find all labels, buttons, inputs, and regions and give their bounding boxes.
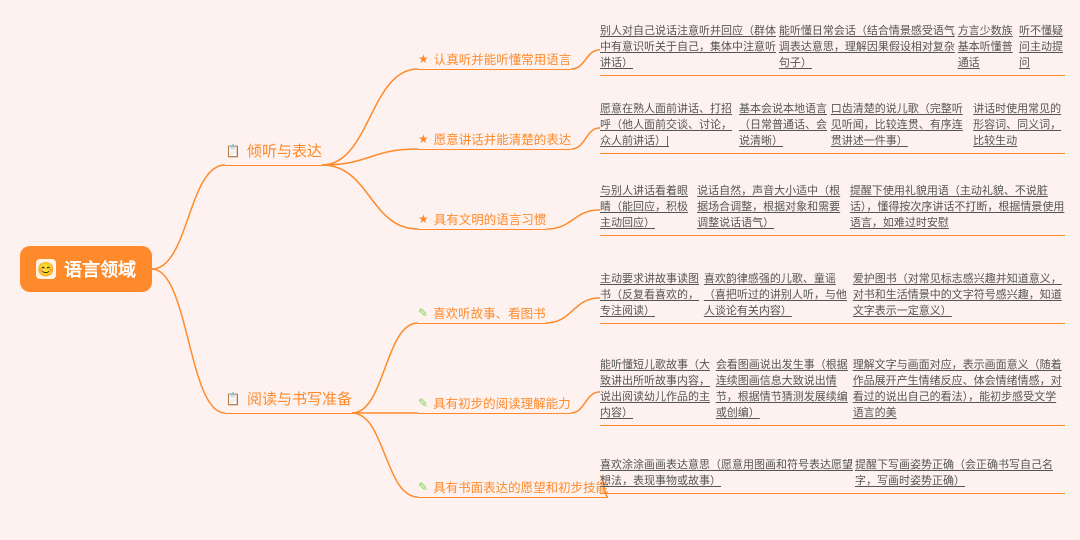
sub-s6: ✎ 具有书面表达的愿望和初步技能 [418, 476, 608, 498]
leaf-line: 会看图画说出发生事（根据连续图画信息大致说出情节，根据情节猜测发展续编或创编） [716, 358, 853, 422]
topic-label: 阅读与书写准备 [247, 388, 352, 409]
sub-icon: ✎ [418, 306, 428, 320]
leaf-s3: 与别人讲话看着眼睛（能回应，积极主动回应）说话自然，声音大小适中（根据场合调整，… [600, 184, 1065, 236]
sub-icon: ★ [418, 132, 429, 146]
leaf-line: 听不懂疑问主动提问 [1019, 24, 1065, 72]
topic-icon: 📋 [225, 391, 241, 407]
sub-label: 具有书面表达的愿望和初步技能 [433, 477, 608, 496]
leaf-line: 主动要求讲故事读图书（反复看喜欢的，专注阅读） [600, 272, 704, 320]
topic-icon: 📋 [225, 143, 241, 159]
leaf-s4: 主动要求讲故事读图书（反复看喜欢的，专注阅读）喜欢韵律感强的儿歌、童谣（喜把听过… [600, 272, 1065, 324]
leaf-line: 别人对自己说话注意听并回应（群体中有意识听关于自己，集体中注意听讲话） [600, 24, 779, 72]
leaf-line: 提醒下写画姿势正确（会正确书写自己名字，写画时姿势正确） [855, 458, 1065, 490]
sub-label: 具有文明的语言习惯 [434, 209, 547, 228]
leaf-line: 能听懂日常会话（结合情景感受语气调表达意思，理解因果假设相对复杂句子） [779, 24, 958, 72]
leaf-line: 说话自然，声音大小适中（根据场合调整，根据对象和需要调整说话语气） [697, 184, 850, 232]
leaf-line: 喜欢韵律感强的儿歌、童谣（喜把听过的讲别人听，与他人谈论有关内容） [704, 272, 853, 320]
root-node: 😊 语言领域 [20, 246, 152, 292]
sub-icon: ✎ [418, 396, 428, 410]
sub-s1: ★ 认真听并能听懂常用语言 [418, 48, 571, 70]
leaf-line: 爱护图书（对常见标志感兴趣并知道意义，对书和生活情景中的文字符号感兴趣，知道文字… [853, 272, 1065, 320]
sub-s2: ★ 愿意讲话并能清楚的表达 [418, 128, 571, 150]
sub-label: 喜欢听故事、看图书 [433, 303, 546, 322]
leaf-line: 提醒下使用礼貌用语（主动礼貌、不说脏话），懂得按次序讲话不打断，根据情景使用语言… [850, 184, 1065, 232]
leaf-s2: 愿意在熟人面前讲话、打招呼（他人面前交谈、讨论，众人前讲话）|基本会说本地语言（… [600, 102, 1065, 154]
sub-s4: ✎ 喜欢听故事、看图书 [418, 302, 546, 324]
topic-t2: 📋 阅读与书写准备 [225, 384, 352, 414]
leaf-line: 口齿清楚的说儿歌（完整听见听闻，比较连贯、有序连贯讲述一件事） [831, 102, 973, 150]
leaf-line: 方言少数族基本听懂普通话 [958, 24, 1019, 72]
leaf-s5: 能听懂短儿歌故事（大致讲出所听故事内容，说出阅读幼儿作品的主内容）会看图画说出发… [600, 358, 1065, 426]
leaf-s6: 喜欢涂涂画画表达意思（愿意用图画和符号表达愿望想法，表现事物或故事）提醒下写画姿… [600, 458, 1065, 494]
sub-s3: ★ 具有文明的语言习惯 [418, 208, 546, 230]
leaf-line: 基本会说本地语言（日常普通话、会说清晰） [739, 102, 831, 150]
sub-label: 认真听并能听懂常用语言 [434, 49, 572, 68]
leaf-s1: 别人对自己说话注意听并回应（群体中有意识听关于自己，集体中注意听讲话）能听懂日常… [600, 24, 1065, 76]
root-label: 语言领域 [64, 256, 136, 282]
topic-t1: 📋 倾听与表达 [225, 136, 322, 166]
leaf-line: 理解文字与画面对应，表示画面意义（随着作品展开产生情绪反应、体会情绪情感，对看过… [853, 358, 1065, 422]
leaf-line: 愿意在熟人面前讲话、打招呼（他人面前交谈、讨论，众人前讲话）| [600, 102, 739, 150]
sub-s5: ✎ 具有初步的阅读理解能力 [418, 392, 571, 414]
leaf-line: 与别人讲话看着眼睛（能回应，积极主动回应） [600, 184, 697, 232]
leaf-line: 喜欢涂涂画画表达意思（愿意用图画和符号表达愿望想法，表现事物或故事） [600, 458, 855, 490]
sub-icon: ★ [418, 212, 429, 226]
root-icon: 😊 [36, 259, 56, 279]
leaf-line: 讲话时使用常见的形容词、同义词，比较生动 [973, 102, 1065, 150]
sub-label: 具有初步的阅读理解能力 [433, 393, 571, 412]
sub-icon: ✎ [418, 480, 428, 494]
leaf-line: 能听懂短儿歌故事（大致讲出所听故事内容，说出阅读幼儿作品的主内容） [600, 358, 716, 422]
sub-label: 愿意讲话并能清楚的表达 [434, 129, 572, 148]
sub-icon: ★ [418, 52, 429, 66]
topic-label: 倾听与表达 [247, 140, 322, 161]
